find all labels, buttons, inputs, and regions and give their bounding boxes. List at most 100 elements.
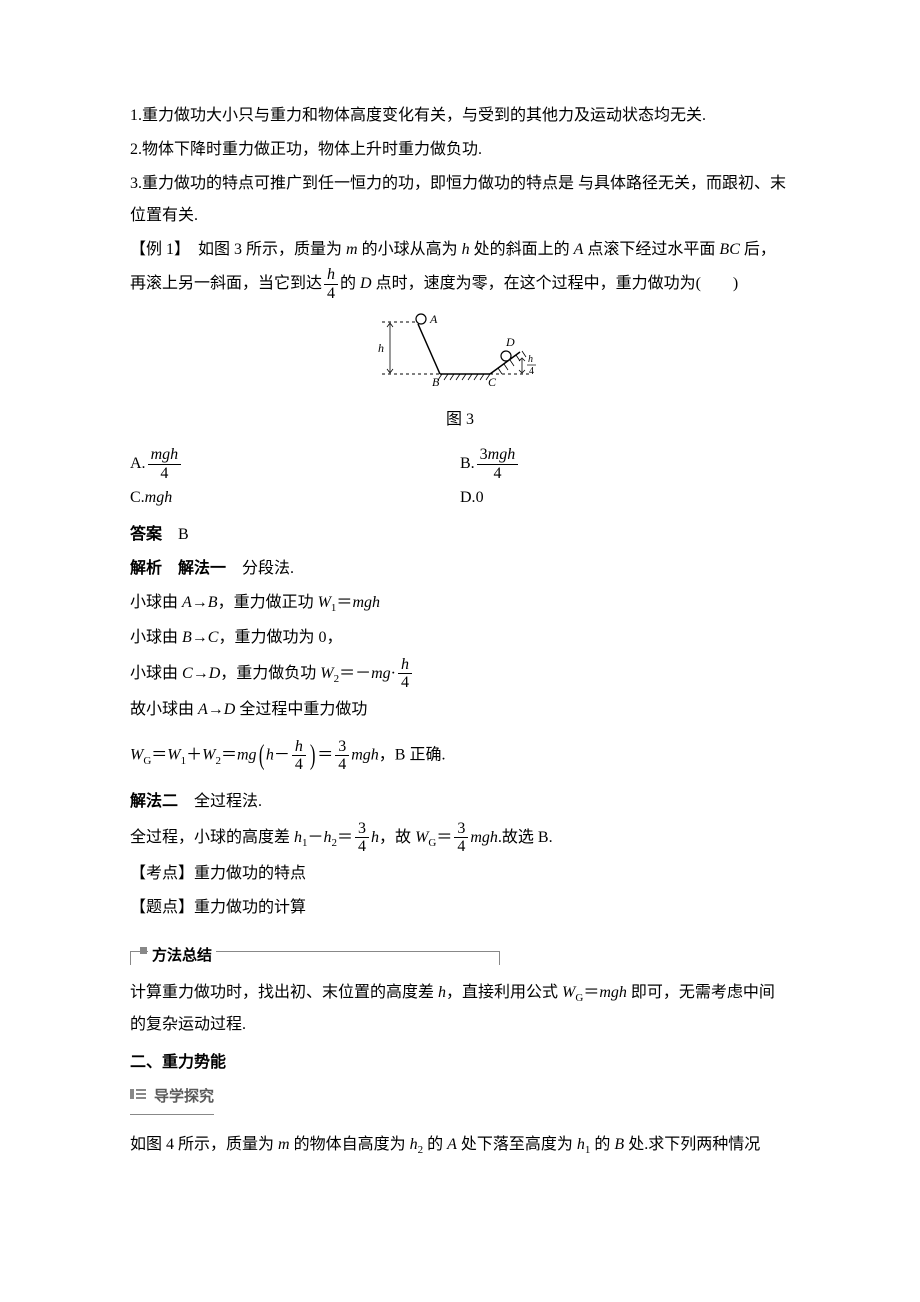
v: A	[182, 594, 192, 611]
para-1: 1.重力做功大小只与重力和物体高度变化有关，与受到的其他力及运动状态均无关.	[130, 100, 790, 132]
opt-label: A.	[130, 455, 146, 472]
t: ，B 正确.	[379, 746, 446, 763]
method2-label: 解法二	[130, 793, 178, 810]
t: 的	[340, 275, 360, 292]
rparen: )	[310, 728, 316, 784]
label-A: A	[429, 312, 438, 326]
method1-label: 解法一	[162, 560, 226, 577]
frac: mgh4	[148, 446, 182, 482]
figure-3: A B C D h h 4 图 3	[130, 312, 790, 436]
t: 计算重力做功时，找出初、末位置的高度差	[130, 984, 438, 1001]
t: 点滚下经过水平面	[583, 241, 719, 258]
option-C: C.mgh	[130, 482, 460, 514]
t: 处.求下列两种情况	[624, 1136, 760, 1153]
t: .故选 B.	[498, 829, 553, 846]
sol-step6: 全过程，小球的高度差 h1－h2＝34h，故 WG＝34mgh.故选 B.	[130, 820, 790, 856]
frac-h4: h4	[324, 266, 338, 302]
v: W	[562, 984, 575, 1001]
t: 点时，速度为零，在这个过程中，重力做功为( )	[372, 275, 739, 292]
t: ，重力做功为 0，	[218, 629, 342, 646]
t: 小球由	[130, 594, 182, 611]
d: 4	[355, 838, 369, 856]
t: －	[274, 746, 290, 763]
t: 处下落至高度为	[457, 1136, 577, 1153]
label-D: D	[505, 335, 515, 349]
option-A: A.mgh4	[130, 446, 460, 482]
v: B	[614, 1136, 624, 1153]
t: ，重力做负功	[220, 664, 320, 681]
v: mg	[237, 746, 257, 763]
solution-header: 解析 解法一 分段法.	[130, 553, 790, 585]
t: ＝	[221, 746, 237, 763]
solution-label: 解析	[130, 560, 162, 577]
v: C	[182, 664, 193, 681]
t: 全过程，小球的高度差	[130, 829, 294, 846]
v: m	[278, 1136, 290, 1153]
method-summary-text: 计算重力做功时，找出初、末位置的高度差 h，直接利用公式 WG＝mgh 即可，无…	[130, 977, 790, 1041]
t: ，重力做正功	[218, 594, 318, 611]
t: ＝－	[339, 664, 371, 681]
v: B	[208, 594, 218, 611]
n: 3	[454, 820, 468, 839]
option-D: D.0	[460, 482, 737, 514]
label-B: B	[432, 375, 440, 389]
guide-header: 导学探究	[130, 1081, 214, 1115]
t: －	[308, 829, 324, 846]
para-2: 2.物体下降时重力做正功，物体上升时重力做负功.	[130, 134, 790, 166]
t: ＝	[336, 594, 352, 611]
frac: h4	[398, 656, 412, 692]
sol-step5: WG＝W1＋W2＝mg(h－h4)＝34mgh，B 正确.	[130, 728, 790, 784]
answer-label: 答案	[130, 526, 162, 543]
opt-label: C.	[130, 489, 145, 506]
t: →	[208, 701, 224, 718]
t: ＝	[583, 984, 599, 1001]
val: 0	[476, 489, 484, 506]
opt-label: D.	[460, 489, 476, 506]
v: D	[224, 701, 236, 718]
sol-step1: 小球由 A→B，重力做正功 W1＝mgh	[130, 587, 790, 619]
sol-step2: 小球由 B→C，重力做功为 0，	[130, 622, 790, 654]
option-B: B.33mghmgh4	[460, 446, 790, 482]
t: ＝	[151, 746, 167, 763]
para-3: 3.重力做功的特点可推广到任一恒力的功，即恒力做功的特点是 与具体路径无关，而跟…	[130, 168, 790, 232]
seg-BC: BC	[719, 241, 739, 258]
t: 如图 3 所示，质量为	[182, 241, 346, 258]
v: h	[410, 1136, 418, 1153]
v: h	[438, 984, 446, 1001]
example-label: 【例 1】	[130, 241, 182, 258]
d: 4	[398, 674, 412, 692]
v: W	[202, 746, 215, 763]
figure-caption: 图 3	[130, 404, 790, 436]
section-2-title: 二、重力势能	[130, 1047, 790, 1079]
label: 【考点】	[130, 865, 194, 882]
t: 全过程中重力做功	[235, 701, 367, 718]
v: h	[294, 829, 302, 846]
frac: 34	[454, 820, 468, 856]
v: mgh	[352, 594, 380, 611]
frac: h4	[292, 738, 306, 774]
method2-header: 解法二 全过程法.	[130, 786, 790, 818]
frac: 33mghmgh4	[477, 446, 519, 482]
v: h	[577, 1136, 585, 1153]
n: 3	[355, 820, 369, 839]
t: →	[193, 664, 209, 681]
n: 3	[335, 738, 349, 757]
den: 4	[148, 465, 182, 483]
t: ，故	[379, 829, 415, 846]
options: A.mgh4 B.33mghmgh4 C.mgh D.0	[130, 446, 790, 514]
v: D	[209, 664, 221, 681]
text: 重力做功的计算	[194, 899, 306, 916]
decorator-square	[140, 947, 147, 954]
n: h	[398, 656, 412, 675]
guide-title: 导学探究	[154, 1088, 214, 1105]
n: h	[292, 738, 306, 757]
t: 的物体自高度为	[290, 1136, 410, 1153]
label-h: h	[378, 341, 384, 355]
v: mgh	[470, 829, 498, 846]
hatching	[438, 351, 526, 380]
t: →	[192, 629, 208, 646]
t: 如图 4 所示，质量为	[130, 1136, 278, 1153]
text: 重力做功的特点	[194, 865, 306, 882]
method-summary-header: 方法总结	[130, 949, 790, 969]
t: 小球由	[130, 629, 182, 646]
